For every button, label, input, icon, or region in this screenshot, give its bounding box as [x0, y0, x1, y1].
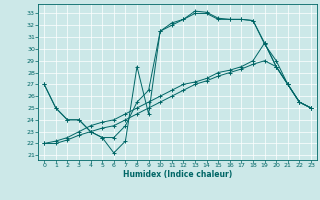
X-axis label: Humidex (Indice chaleur): Humidex (Indice chaleur) — [123, 170, 232, 179]
